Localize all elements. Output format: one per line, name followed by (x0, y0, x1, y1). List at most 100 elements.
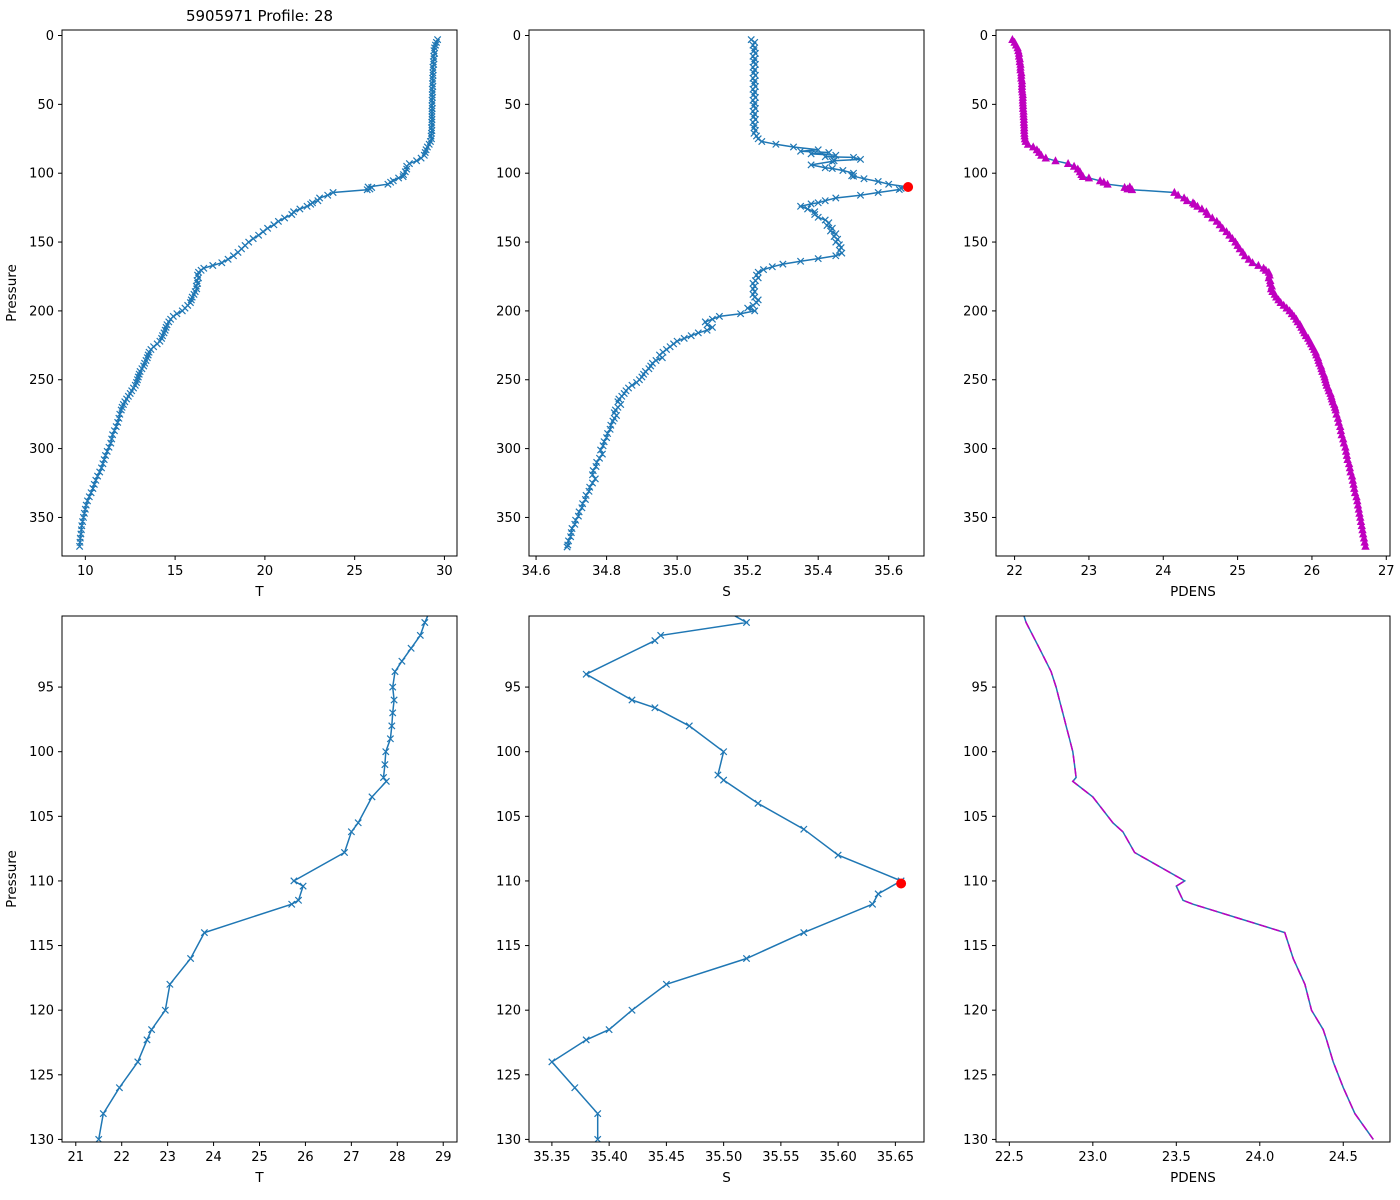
plot-area-t-zoom (95, 616, 429, 1142)
markers-x-temperature-profile (75, 35, 442, 551)
x-tick-label: 23 (1081, 564, 1098, 579)
x-tick-label: 22.5 (995, 1150, 1024, 1165)
x-tick-label: 28 (389, 1150, 406, 1165)
y-tick-label: 115 (963, 939, 988, 954)
y-tick-label: 250 (29, 373, 54, 388)
y-tick-label: 300 (29, 442, 54, 457)
y-tick-label: 105 (29, 810, 54, 825)
x-tick-label: 24 (1155, 564, 1172, 579)
x-tick-label: 24.5 (1329, 1150, 1358, 1165)
markers-triangle-pdens-triangles (1008, 35, 1370, 550)
chart-salinity-full: 34.6 34.8 35.0 35.2 35.4 35.6 0 50 100 150 200 250 3… (496, 29, 925, 600)
y-tick-label: 50 (504, 98, 521, 113)
plot-area-pdens-full (1008, 35, 1370, 550)
axes-frame (61, 29, 458, 557)
marker-dot-salinity-max-highlight (903, 182, 914, 192)
x-tick-label: 25 (346, 564, 363, 579)
y-tick-label: 120 (496, 1004, 521, 1019)
x-tick-label: 35.40 (591, 1150, 628, 1165)
axes-frame (61, 615, 458, 1143)
y-tick-label: 125 (963, 1068, 988, 1083)
y-tick-label: 105 (496, 810, 521, 825)
x-axis-label: T (254, 1170, 264, 1186)
y-tick-label: 250 (496, 373, 521, 388)
y-tick-label: 120 (29, 1004, 54, 1019)
x-tick-label: 23.0 (1078, 1150, 1107, 1165)
y-tick-label: 50 (971, 98, 988, 113)
x-tick-label: 22 (113, 1150, 130, 1165)
y-tick-label: 200 (496, 304, 521, 319)
series-temperature-profile (78, 39, 439, 547)
y-tick-label: 150 (496, 236, 521, 251)
x-axis-label: PDENS (1170, 584, 1216, 600)
figure-title: 5905971 Profile: 28 (186, 7, 333, 25)
axes-frame (528, 615, 925, 1143)
y-tick-label: 350 (496, 511, 521, 526)
chart-salinity-zoom: 35.35 35.40 35.45 35.50 35.55 35.60 35.65 95 100… (496, 615, 925, 1186)
y-tick-label: 100 (963, 745, 988, 760)
x-tick-label: 35.55 (762, 1150, 799, 1165)
y-tick-label: 115 (29, 939, 54, 954)
y-tick-label: 100 (963, 167, 988, 182)
x-tick-label: 35.4 (804, 564, 833, 579)
markers-x-temperature-zoom (95, 618, 429, 1142)
x-tick-label: 35.65 (877, 1150, 914, 1165)
series-pdens-line (1011, 39, 1367, 547)
y-tick-label: 95 (504, 681, 521, 696)
x-tick-label: 25 (1229, 564, 1246, 579)
x-tick-label: 22 (1006, 564, 1023, 579)
axes-frame (995, 29, 1391, 557)
chart-pdens-full: 22 23 24 25 26 27 0 50 100 150 200 250 300 350 PDENS (963, 29, 1395, 600)
x-tick-label: 24.0 (1245, 1150, 1274, 1165)
x-tick-label: 35.2 (733, 564, 762, 579)
y-tick-label: 50 (37, 98, 54, 113)
x-tick-label: 25 (251, 1150, 268, 1165)
y-tick-label: 100 (29, 167, 54, 182)
x-tick-label: 24 (205, 1150, 222, 1165)
x-tick-label: 35.45 (648, 1150, 685, 1165)
series-pdens-zoom-line (1023, 616, 1374, 1140)
x-tick-label: 27 (343, 1150, 360, 1165)
y-tick-label: 120 (963, 1004, 988, 1019)
x-tick-label: 30 (436, 564, 453, 579)
y-tick-label: 200 (29, 304, 54, 319)
markers-x-salinity-zoom (548, 618, 905, 1142)
markers-x-salinity-profile (563, 35, 912, 551)
x-tick-label: 34.8 (592, 564, 621, 579)
y-axis-label: Pressure (4, 264, 20, 322)
axes-frame (528, 29, 925, 557)
y-tick-label: 300 (963, 442, 988, 457)
y-tick-label: 115 (496, 939, 521, 954)
y-tick-label: 300 (496, 442, 521, 457)
y-tick-label: 130 (496, 1133, 521, 1148)
x-tick-label: 15 (167, 564, 184, 579)
x-axis-label: S (722, 1170, 731, 1186)
y-tick-label: 150 (29, 236, 54, 251)
marker-dot-salinity-max-highlight-zoom (896, 878, 907, 889)
y-tick-label: 0 (980, 29, 988, 44)
y-tick-label: 0 (513, 29, 521, 44)
y-tick-label: 150 (963, 236, 988, 251)
y-tick-label: 130 (29, 1133, 54, 1148)
series-salinity-zoom (550, 616, 903, 1140)
axes-frame (995, 615, 1391, 1143)
plot-area-t-full (75, 35, 442, 551)
x-tick-label: 34.6 (522, 564, 551, 579)
plot-area-pdens-zoom (1023, 616, 1374, 1140)
x-tick-label: 26 (1304, 564, 1321, 579)
y-tick-label: 200 (963, 304, 988, 319)
x-tick-label: 35.0 (663, 564, 692, 579)
x-tick-label: 35.6 (874, 564, 903, 579)
y-tick-label: 110 (496, 874, 521, 889)
y-axis-label: Pressure (4, 850, 20, 908)
chart-temperature-full: 10 15 20 25 30050100150200250300350TPressure… (4, 7, 458, 600)
chart-pdens-zoom: 22.5 23.0 23.5 24.0 24.5 95 100 105 110 115 120 125… (963, 615, 1391, 1186)
series-temperature-zoom (97, 616, 429, 1140)
x-tick-label: 27 (1378, 564, 1395, 579)
y-tick-label: 0 (46, 29, 54, 44)
x-tick-label: 21 (68, 1150, 85, 1165)
chart-temperature-zoom: 21 22 23 24 25 26 27 28 29 95 100 105 110 115 120 125 13… (4, 615, 458, 1186)
x-axis-label: T (254, 584, 264, 600)
y-tick-label: 250 (963, 373, 988, 388)
